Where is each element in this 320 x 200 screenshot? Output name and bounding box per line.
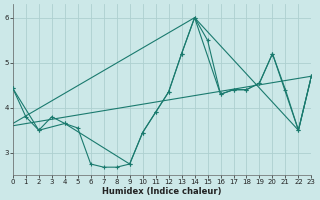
X-axis label: Humidex (Indice chaleur): Humidex (Indice chaleur): [102, 187, 222, 196]
